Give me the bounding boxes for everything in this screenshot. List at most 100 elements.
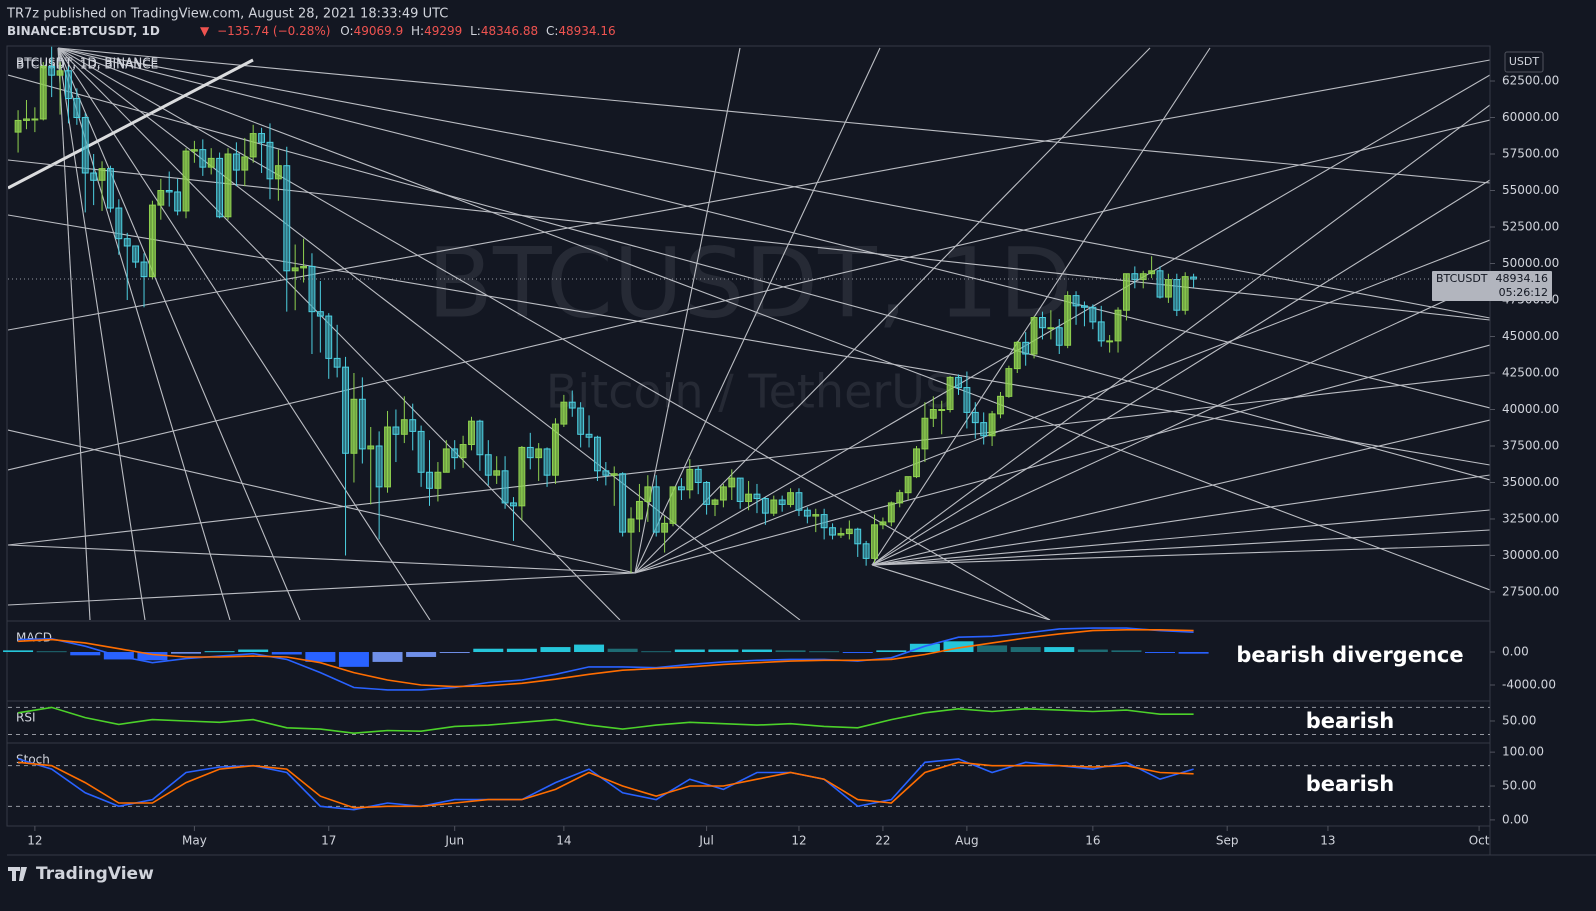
candle-body xyxy=(1097,321,1105,342)
pane-title: MACD xyxy=(16,631,52,645)
x-tick-label: 13 xyxy=(1320,834,1335,848)
y-tick-label: 40000.00 xyxy=(1502,402,1559,416)
candle-body xyxy=(1181,276,1189,311)
candle-body xyxy=(577,407,585,435)
trend-line xyxy=(8,572,636,606)
candle-body xyxy=(207,157,215,168)
candle-body xyxy=(568,401,576,409)
candle-body xyxy=(375,445,383,488)
candle-body xyxy=(1156,270,1164,298)
trend-line xyxy=(57,47,621,620)
y-tick-label: 50.00 xyxy=(1502,779,1536,793)
y-tick-label: 0.00 xyxy=(1502,645,1529,659)
candle-body xyxy=(770,499,778,514)
trend-line xyxy=(57,47,431,620)
candle-body xyxy=(65,70,72,100)
trend-line xyxy=(634,74,1490,574)
candle-body xyxy=(535,448,543,459)
price-tag-box xyxy=(1432,271,1552,302)
candle-body xyxy=(745,493,753,502)
trend-line xyxy=(57,47,801,620)
y-tick-label: 42500.00 xyxy=(1502,365,1559,379)
candle-body xyxy=(140,261,148,278)
candle-body xyxy=(619,473,627,533)
candle-body xyxy=(1072,295,1080,307)
trend-line xyxy=(634,344,1490,574)
candle-body xyxy=(400,419,408,435)
candle-body xyxy=(266,141,274,180)
h-label: H: xyxy=(411,24,424,38)
trend-line xyxy=(871,47,1211,566)
candle-body xyxy=(358,398,366,450)
candle-body xyxy=(98,168,106,181)
histogram-bar xyxy=(775,650,806,653)
x-tick-label: 12 xyxy=(791,834,806,848)
histogram-bar xyxy=(439,652,470,654)
trend-line xyxy=(8,59,1490,331)
histogram-bar xyxy=(1077,649,1108,653)
trend-line xyxy=(57,47,91,620)
histogram-bar xyxy=(876,650,907,653)
candle-body xyxy=(761,498,769,514)
candle-body xyxy=(896,492,904,504)
candle-body xyxy=(106,168,114,209)
candle-body xyxy=(686,468,694,491)
candle-body xyxy=(56,70,64,76)
candle-body xyxy=(711,499,719,505)
candle-body xyxy=(946,376,954,410)
candle-body xyxy=(795,492,803,511)
y-tick-label: 62500.00 xyxy=(1502,74,1559,88)
candle-body xyxy=(232,153,240,171)
y-tick-label: 27500.00 xyxy=(1502,584,1559,598)
candle-body xyxy=(434,471,442,489)
candle-body xyxy=(283,165,291,272)
pane: 27500.00 30000.00 32500.00 35000.00 37500.00… xyxy=(8,46,1559,848)
candle-body xyxy=(552,423,559,476)
candle-body xyxy=(501,470,509,504)
candle-body xyxy=(803,509,811,517)
histogram-bar xyxy=(372,652,403,662)
trend-line xyxy=(871,104,1490,566)
candle-body xyxy=(342,366,349,454)
candle-body xyxy=(14,119,22,133)
candle-body xyxy=(1122,273,1130,311)
histogram-bar xyxy=(1145,652,1176,654)
histogram-bar xyxy=(305,652,336,662)
candle-body xyxy=(728,477,736,488)
trend-line xyxy=(871,509,1490,566)
candle-body xyxy=(157,190,165,206)
candle-body xyxy=(988,413,996,437)
candle-body xyxy=(812,514,820,517)
candle-body xyxy=(845,528,853,535)
y-tick-label: 0.00 xyxy=(1502,812,1529,826)
histogram-bar xyxy=(607,648,638,653)
candle-body xyxy=(316,311,324,317)
candle-body xyxy=(190,149,198,152)
pane-title: BTCUSDT, 1D, BINANCE xyxy=(16,56,158,70)
y-tick-label: -4000.00 xyxy=(1502,677,1556,691)
trend-line xyxy=(871,529,1490,566)
c-label: C: xyxy=(546,24,558,38)
histogram-bar xyxy=(271,652,302,655)
candle-body xyxy=(594,436,601,472)
candle-body xyxy=(224,153,232,218)
candle-body xyxy=(1139,273,1147,281)
pane: 50.00 RSI bearish xyxy=(8,706,1536,736)
candle-body xyxy=(291,267,299,272)
histogram-bar xyxy=(204,651,235,653)
y-tick-label: 50000.00 xyxy=(1502,256,1559,270)
candle-body xyxy=(921,417,929,450)
histogram-bar xyxy=(1111,650,1142,653)
histogram-bar xyxy=(708,649,739,653)
histogram-bar xyxy=(238,649,269,653)
candle-body xyxy=(73,98,81,119)
brand-logo xyxy=(8,867,27,881)
trend-line xyxy=(8,429,636,574)
x-tick-label: Jun xyxy=(444,834,464,848)
candle-body xyxy=(1055,327,1063,346)
candle-body xyxy=(778,499,786,505)
trend-line xyxy=(8,374,1490,546)
series-line xyxy=(18,761,1194,809)
candle-body xyxy=(451,448,459,459)
candle-body xyxy=(510,502,517,507)
